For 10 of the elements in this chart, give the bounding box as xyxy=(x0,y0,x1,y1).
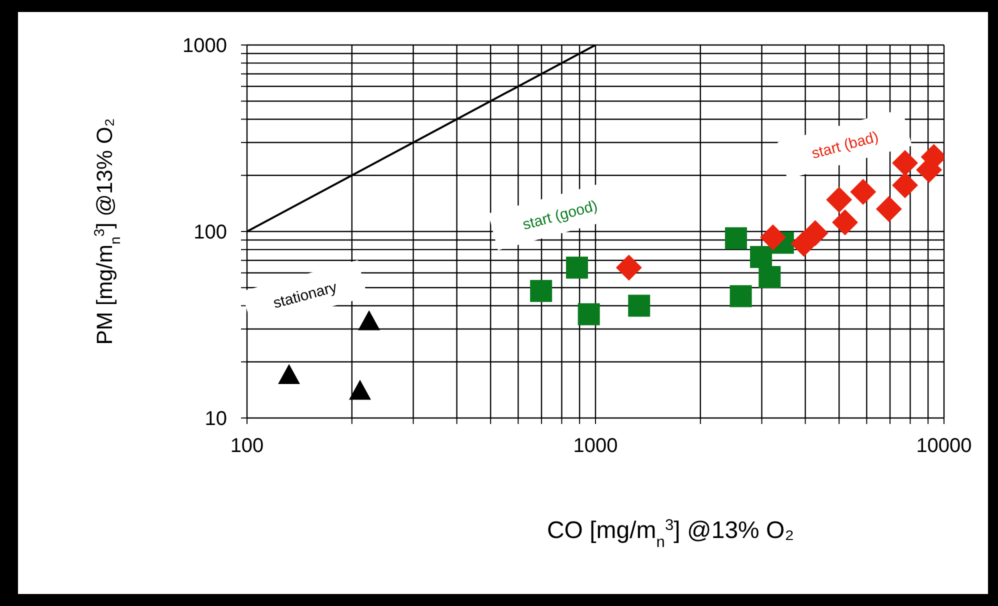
x-tick-label: 100 xyxy=(230,435,264,458)
annotation: start (bad) xyxy=(810,128,880,163)
y-tick-label: 1000 xyxy=(182,35,227,58)
x-tick-label: 1000 xyxy=(573,435,618,458)
y-tick-label: 100 xyxy=(194,222,227,244)
x-tick-label: 10000 xyxy=(916,435,972,458)
y-tick-label: 10 xyxy=(204,408,227,430)
annotation: stationary xyxy=(272,278,340,312)
annotation: start (good) xyxy=(520,197,600,234)
x-axis-title: CO [mg/m$_{n}$$^{3}$] @13% O₂ xyxy=(546,516,794,550)
